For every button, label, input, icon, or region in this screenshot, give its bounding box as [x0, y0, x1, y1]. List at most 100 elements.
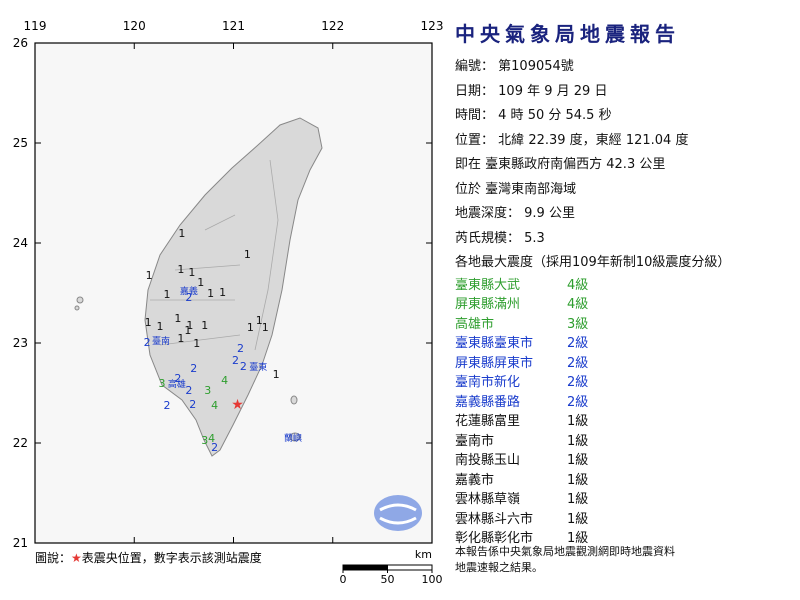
intensity-name: 高雄市	[455, 316, 495, 332]
value: 121.04	[625, 132, 672, 148]
label: 日期：	[455, 83, 495, 99]
intensity-row: 屏東縣屏東市 2級	[455, 354, 795, 374]
scale-label: 0	[340, 573, 347, 586]
text: 度，東經	[569, 132, 622, 148]
report-title: 中央氣象局地震報告	[455, 22, 680, 46]
intensity-name: 臺東縣臺東市	[455, 336, 534, 351]
scale-label: 50	[381, 573, 395, 586]
station-intensity: 1	[157, 320, 164, 333]
value: 5.3	[524, 230, 545, 246]
station-intensity: 1	[177, 263, 184, 276]
station-intensity: 1	[247, 321, 254, 334]
report: 中央氣象局地震報告 編號： 第109054號 日期： 109 年 9 月 29 …	[455, 18, 795, 549]
station-intensity: 2	[237, 342, 244, 355]
intensity-name: 臺東縣大武	[455, 277, 521, 293]
lat-label: 26	[13, 36, 28, 50]
scale-unit: km	[415, 548, 432, 561]
lat-label: 23	[13, 336, 28, 350]
station-intensity: 1	[197, 276, 204, 289]
intensity-level: 2級	[567, 375, 589, 390]
intensity-level: 1級	[567, 492, 589, 507]
map: 119 120 121 122 123212223242526嘉義臺南高雄臺東蘭嶼111…	[13, 19, 444, 586]
value: 4 時 50 分 54.5 秒	[498, 108, 612, 123]
label: 編號：	[455, 59, 495, 74]
intensity-name: 彰化縣彰化市	[455, 531, 534, 546]
logo-waves	[379, 503, 417, 525]
position: 位置： 北緯 22.39 度，東經 121.04 度	[455, 129, 795, 154]
legend: 圖說：★表震央位置，數字表示該測站震度	[35, 549, 262, 566]
intensity-name: 雲林縣草嶺	[455, 492, 521, 507]
station-intensity: 3	[201, 434, 208, 447]
intensity-row: 雲林縣斗六市 1級	[455, 510, 795, 530]
penghu	[74, 305, 80, 311]
lat-label: 25	[13, 136, 28, 150]
intensity-name: 南投縣玉山	[455, 453, 521, 468]
value: 9.9 公里	[524, 206, 575, 221]
intensity-level: 4級	[567, 277, 589, 293]
intensity-level: 4級	[567, 297, 589, 312]
orchid-island	[289, 432, 301, 442]
lat-label: 24	[13, 236, 28, 250]
station-intensity: 2	[189, 398, 196, 411]
station-intensity: 1	[193, 337, 200, 350]
intensity-row: 臺南市新化 2級	[455, 373, 795, 393]
number: 編號： 第109054號	[455, 55, 795, 80]
station-intensity: 1	[178, 227, 185, 240]
station-intensity: 2	[190, 362, 197, 375]
station-intensity: 3	[204, 384, 211, 397]
intensity-level: 1級	[567, 414, 589, 429]
lon-label: 122	[321, 19, 344, 33]
value: 109 年 9 月 29 日	[498, 83, 608, 99]
place-name: 臺東	[249, 361, 267, 373]
place-name: 嘉義	[180, 285, 198, 297]
intensity-name: 雲林縣斗六市	[455, 511, 534, 527]
station-intensity: 2	[174, 372, 181, 385]
intensity-row: 花蓮縣富里 1級	[455, 412, 795, 432]
station-intensity: 1	[145, 316, 152, 329]
label: 地震深度：	[455, 206, 521, 221]
place-name: 高雄	[168, 378, 186, 390]
intensity-level: 1級	[567, 453, 589, 468]
intensity-level: 1級	[567, 531, 589, 546]
time: 時間： 4 時 50 分 54.5 秒	[455, 104, 795, 129]
place-name: 臺南	[152, 335, 170, 347]
lon-label: 120	[123, 19, 146, 33]
footer: 本報告係中央氣象局地震觀測網即時地震資料 地震速報之結果。	[455, 544, 675, 576]
taiwan-land	[144, 117, 323, 457]
station-intensity: 4	[208, 432, 215, 445]
region: 位於 臺灣東南部海域	[455, 181, 577, 197]
scale-segment	[387, 564, 433, 571]
intensity-name: 嘉義縣番路	[455, 394, 521, 410]
intensity-level: 2級	[567, 355, 589, 371]
station-intensity: 1	[184, 324, 191, 337]
label: 位置：	[455, 132, 495, 148]
station-intensity: 2	[185, 384, 192, 397]
lon-label: 123	[421, 19, 444, 33]
scale-label: 100	[422, 573, 443, 586]
station-intensity: 2	[211, 441, 218, 454]
station-intensity: 1	[186, 319, 193, 332]
intensity-name: 屏東縣屏東市	[455, 355, 534, 371]
lon-label: 121	[222, 19, 245, 33]
intensity-name: 臺南市新化	[455, 375, 521, 390]
station-intensity: 2	[240, 360, 247, 373]
station-intensity: 1	[256, 314, 263, 327]
intensity-level: 2級	[567, 394, 589, 410]
intensity-name: 臺南市	[455, 433, 495, 449]
value: 22.39	[528, 132, 566, 148]
intensity-row: 高雄市 3級	[455, 315, 795, 335]
magnitude: 芮氏規模： 5.3	[455, 227, 795, 252]
depth: 地震深度： 9.9 公里	[455, 202, 795, 227]
footer-line: 地震速報之結果。	[455, 561, 543, 574]
epicenter: ★	[231, 397, 244, 413]
intensity-heading: 各地最大震度（採用109年新制10級震度分級）	[455, 255, 731, 270]
intensity-row: 雲林縣草嶺 1級	[455, 490, 795, 510]
intensity-level: 1級	[567, 511, 589, 527]
station-intensity: 1	[174, 312, 181, 325]
station-intensity: 1	[146, 269, 153, 282]
intensity-name: 屏東縣滿州	[455, 297, 521, 312]
penghu	[76, 296, 84, 304]
station-intensity: 4	[221, 374, 228, 387]
station-intensity: 4	[211, 399, 218, 412]
scale-segment	[342, 564, 388, 571]
